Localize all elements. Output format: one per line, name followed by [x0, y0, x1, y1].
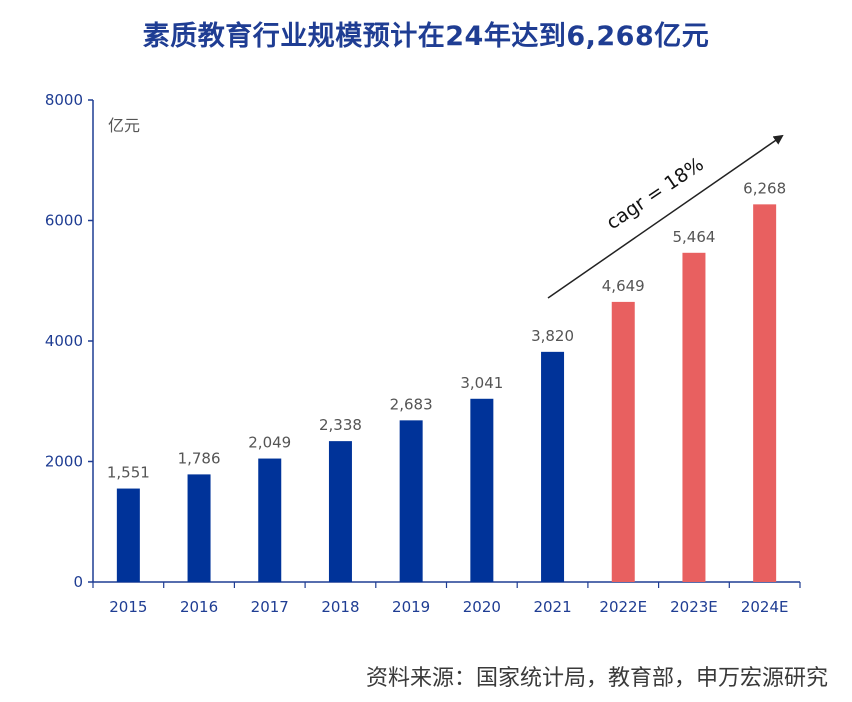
- bar: [187, 474, 211, 582]
- data-label: 3,820: [531, 327, 574, 345]
- unit-label: 亿元: [108, 116, 140, 135]
- x-tick-label: 2020: [463, 598, 501, 616]
- bar: [116, 488, 140, 582]
- bar: [611, 301, 635, 582]
- source-note: 资料来源：国家统计局，教育部，申万宏源研究: [365, 666, 828, 691]
- y-tick-label: 2000: [45, 453, 83, 471]
- y-tick-label: 8000: [45, 91, 83, 109]
- x-tick-label: 2015: [109, 598, 147, 616]
- y-tick-label: 4000: [45, 332, 83, 350]
- x-tick-label: 2024E: [741, 598, 789, 616]
- cagr-annotation: cagr = 18%: [602, 153, 707, 234]
- bar: [258, 458, 282, 582]
- data-label: 2,049: [248, 434, 291, 452]
- bar: [470, 398, 494, 582]
- bar: [753, 204, 777, 582]
- chart-title: 素质教育行业规模预计在24年达到6,268亿元: [142, 21, 710, 52]
- x-tick-label: 2023E: [670, 598, 718, 616]
- data-label: 1,551: [107, 464, 150, 482]
- x-tick-label: 2019: [392, 598, 430, 616]
- y-tick-label: 6000: [45, 212, 83, 230]
- x-tick-label: 2016: [180, 598, 218, 616]
- bar: [682, 252, 706, 582]
- data-label: 1,786: [178, 449, 221, 467]
- x-tick-label: 2021: [533, 598, 571, 616]
- data-label: 2,338: [319, 416, 362, 434]
- x-tick-label: 2018: [321, 598, 359, 616]
- x-tick-label: 2017: [251, 598, 289, 616]
- bar: [541, 351, 565, 582]
- data-label: 2,683: [390, 395, 433, 413]
- x-tick-label: 2022E: [599, 598, 647, 616]
- data-label: 5,464: [672, 228, 715, 246]
- axes: 0 2000 4000 6000 8000 2015 2016 2017 2018 2019 202…: [45, 91, 801, 616]
- trend-arrow: [547, 134, 784, 299]
- data-labels: 1,551 1,786 2,049 2,338 2,683 3,041 3,820 4,649…: [107, 179, 786, 481]
- bars: [116, 204, 777, 582]
- y-tick-label: 0: [73, 573, 83, 591]
- bar: [328, 441, 352, 582]
- data-label: 4,649: [602, 277, 645, 295]
- bar: [399, 420, 423, 582]
- data-label: 3,041: [460, 374, 503, 392]
- trend-annotation: cagr = 18%: [547, 134, 784, 299]
- data-label: 6,268: [743, 179, 786, 197]
